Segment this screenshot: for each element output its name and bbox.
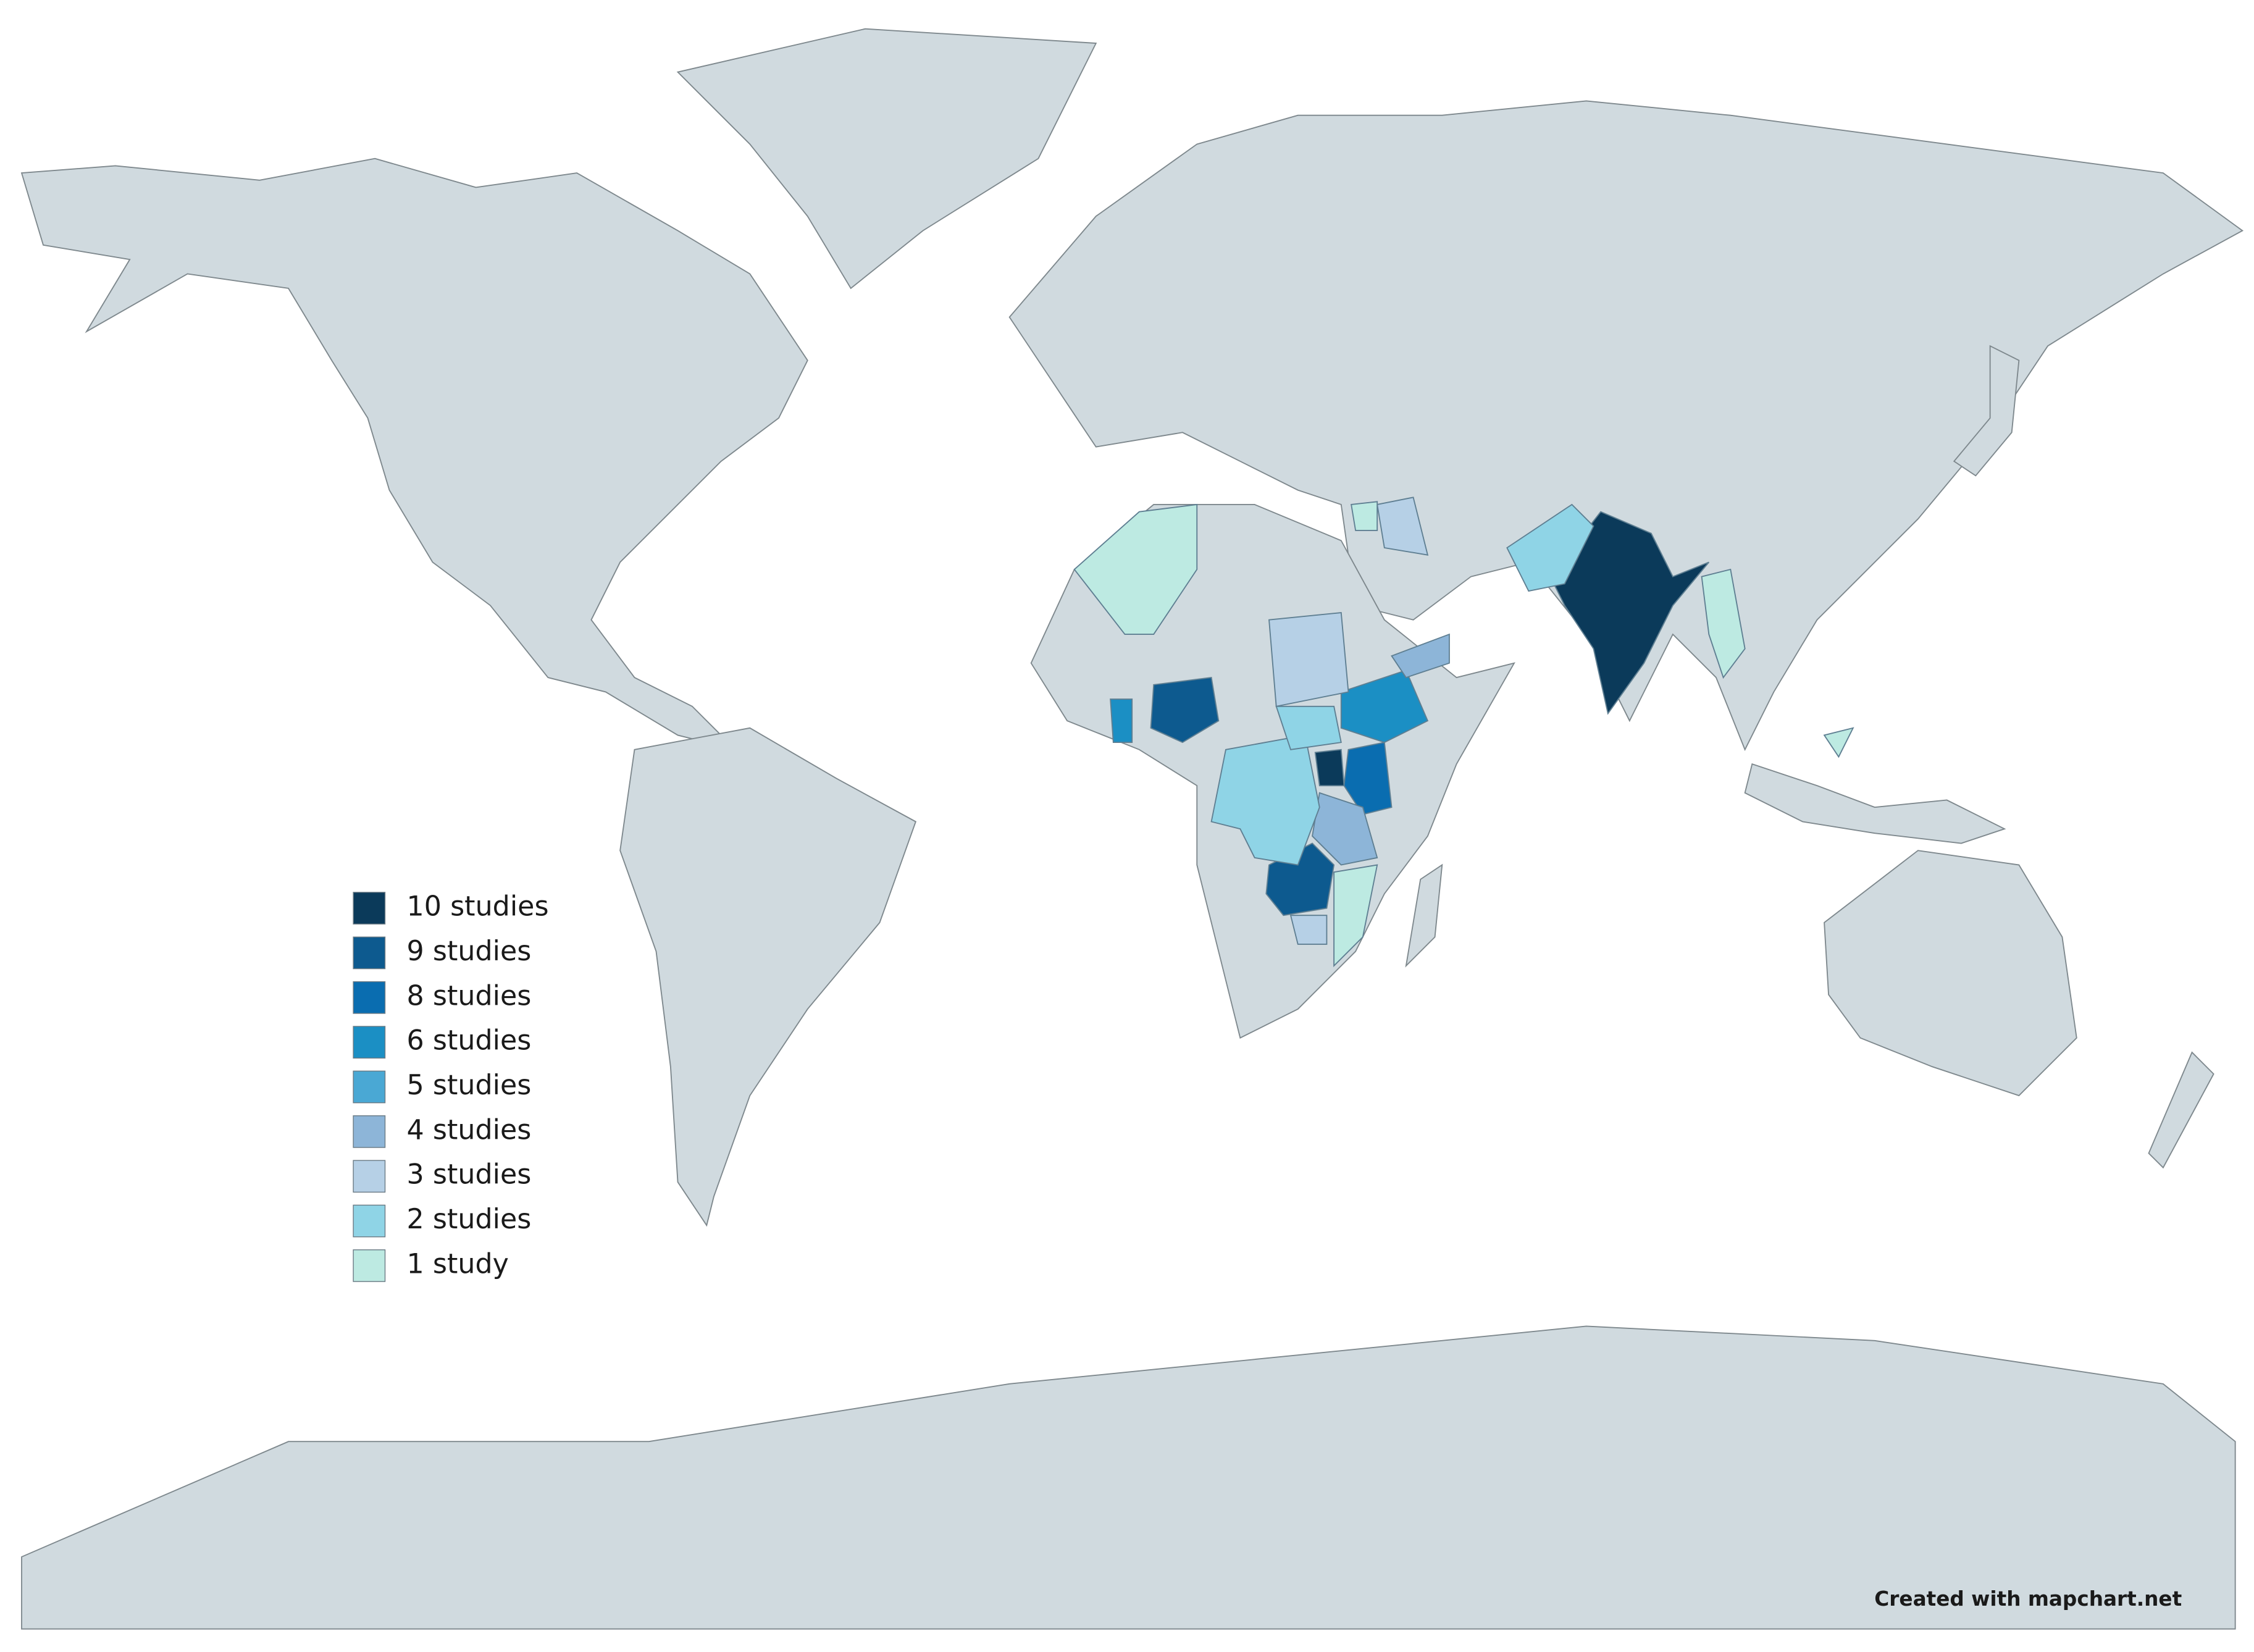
legend-swatch: [353, 936, 386, 970]
credit: Created with mapchart.net: [1874, 1587, 2182, 1611]
country: [1701, 568, 1746, 679]
country: [1150, 677, 1220, 744]
greenland: [676, 28, 1097, 290]
country: [1314, 748, 1345, 787]
country: [1823, 727, 1854, 758]
legend-swatch: [353, 1249, 386, 1282]
country: [1333, 864, 1378, 968]
country: [1391, 633, 1450, 679]
indonesia: [1744, 763, 2006, 844]
north-america: [20, 157, 808, 751]
legend-swatch: [353, 981, 386, 1014]
country: [1268, 612, 1349, 707]
antarctica: [21, 1325, 2236, 1630]
legend-label: 10 studies: [407, 891, 549, 923]
legend-swatch: [353, 1026, 386, 1059]
legend-label: 6 studies: [407, 1025, 532, 1057]
country: [1073, 503, 1198, 635]
eurasia: [1008, 100, 2244, 752]
legend-label: 2 studies: [407, 1204, 532, 1235]
legend: 10 studies 9 studies 8 studies 6 studies 5 s…: [353, 891, 549, 1282]
country: [1275, 705, 1342, 750]
legend-swatch: [353, 1115, 386, 1148]
highlighted-countries: [1073, 497, 1854, 968]
new-zealand: [2148, 1051, 2214, 1169]
country: [1110, 698, 1133, 744]
country: [1312, 792, 1378, 866]
country: [1351, 501, 1378, 531]
legend-label: 8 studies: [407, 980, 532, 1012]
country: [1549, 511, 1709, 715]
legend-label: 5 studies: [407, 1070, 532, 1101]
legend-label: 4 studies: [407, 1114, 532, 1146]
madagascar: [1405, 863, 1443, 968]
legend-swatch: [353, 1204, 386, 1238]
country: [1340, 669, 1429, 744]
legend-label: 1 study: [407, 1248, 509, 1280]
legend-swatch: [353, 892, 386, 925]
legend-swatch: [353, 1160, 386, 1193]
country: [1289, 915, 1328, 945]
country: [1506, 503, 1594, 592]
country: [1376, 497, 1429, 556]
legend-label: 9 studies: [407, 936, 532, 967]
legend-label: 3 studies: [407, 1159, 532, 1191]
country: [1343, 742, 1393, 815]
australia: [1824, 850, 2077, 1097]
japan: [1953, 345, 2020, 477]
legend-swatch: [353, 1070, 386, 1104]
landmasses: [20, 28, 2244, 1630]
south-america: [619, 727, 917, 1227]
